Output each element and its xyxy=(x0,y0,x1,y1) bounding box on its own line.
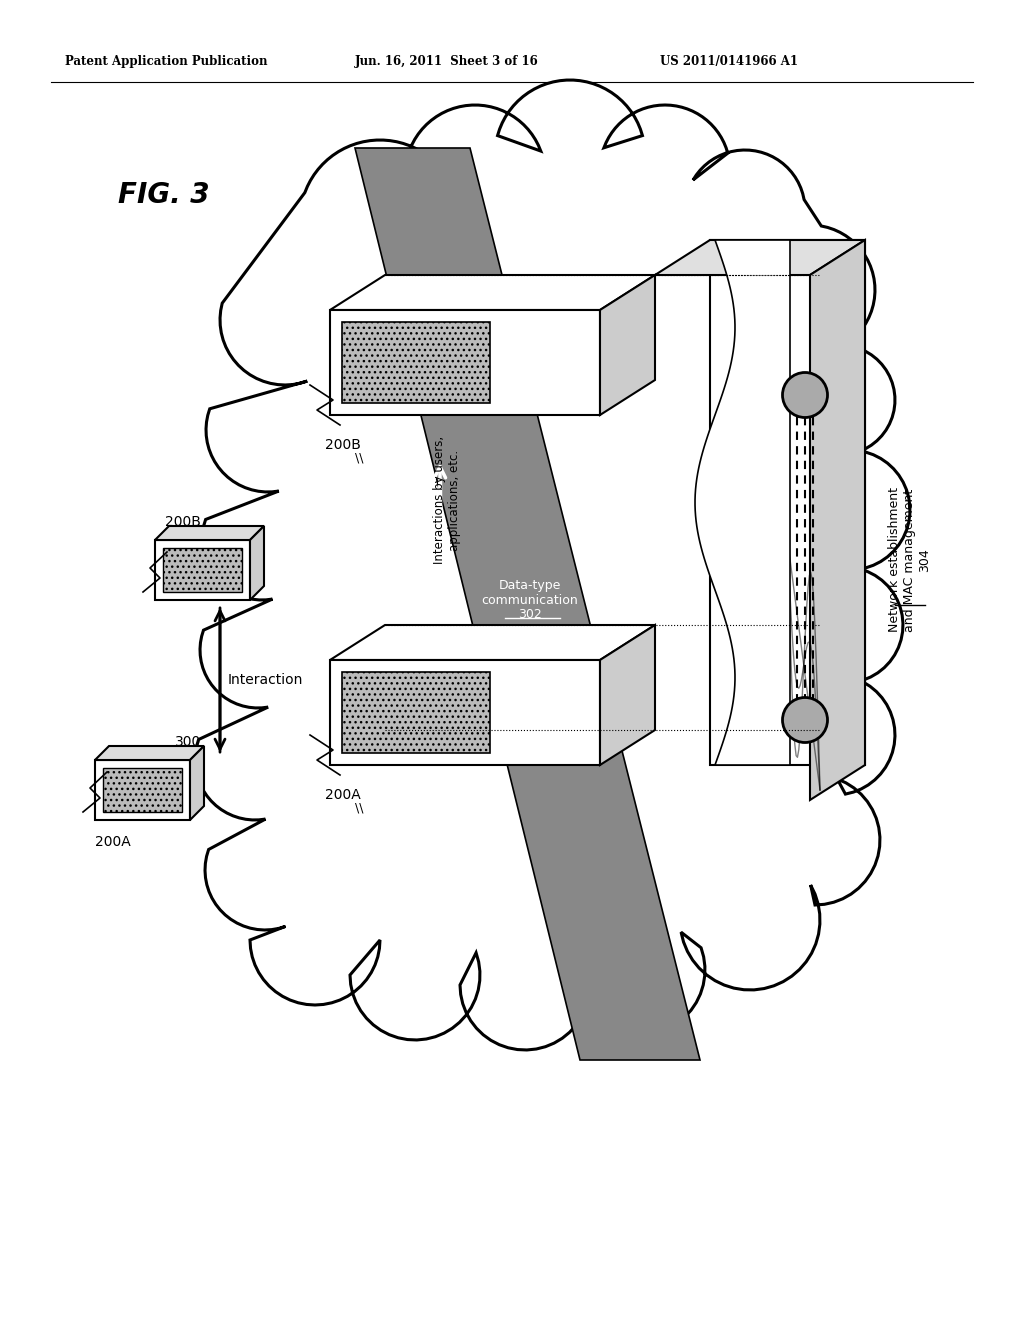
Text: Interactions by users,
applications, etc.: Interactions by users, applications, etc… xyxy=(433,436,461,564)
Polygon shape xyxy=(103,768,182,812)
Polygon shape xyxy=(330,275,655,310)
Text: FIG. 3: FIG. 3 xyxy=(118,181,210,209)
Polygon shape xyxy=(355,148,700,1060)
Polygon shape xyxy=(250,525,264,601)
Text: Jun. 16, 2011  Sheet 3 of 16: Jun. 16, 2011 Sheet 3 of 16 xyxy=(355,55,539,69)
Polygon shape xyxy=(600,275,655,414)
Polygon shape xyxy=(342,672,490,752)
Text: 200A: 200A xyxy=(325,788,360,803)
Polygon shape xyxy=(155,525,264,540)
Text: Network establishment
and MAC management
304: Network establishment and MAC management… xyxy=(889,487,932,632)
Text: 200B: 200B xyxy=(165,515,201,529)
Text: US 2011/0141966 A1: US 2011/0141966 A1 xyxy=(660,55,798,69)
Text: 200A: 200A xyxy=(95,836,131,849)
Ellipse shape xyxy=(782,372,827,417)
Polygon shape xyxy=(695,240,790,766)
Polygon shape xyxy=(330,660,600,766)
Polygon shape xyxy=(710,240,865,766)
Text: Patent Application Publication: Patent Application Publication xyxy=(65,55,267,69)
Text: \\: \\ xyxy=(355,801,364,814)
Polygon shape xyxy=(600,624,655,766)
Polygon shape xyxy=(95,760,190,820)
Polygon shape xyxy=(190,746,204,820)
Polygon shape xyxy=(155,540,250,601)
Polygon shape xyxy=(810,240,865,800)
Polygon shape xyxy=(163,548,242,591)
Text: 200B: 200B xyxy=(325,438,360,451)
Text: Data-type
communication
302: Data-type communication 302 xyxy=(481,578,579,622)
Ellipse shape xyxy=(782,697,827,742)
Polygon shape xyxy=(95,746,204,760)
Polygon shape xyxy=(655,240,865,275)
Text: 300: 300 xyxy=(175,735,202,748)
Polygon shape xyxy=(330,310,600,414)
Polygon shape xyxy=(195,81,910,1049)
Text: Interaction: Interaction xyxy=(228,673,303,686)
Polygon shape xyxy=(330,624,655,660)
Polygon shape xyxy=(342,322,490,403)
Text: \: \ xyxy=(200,528,204,541)
Text: \\: \\ xyxy=(355,451,364,465)
